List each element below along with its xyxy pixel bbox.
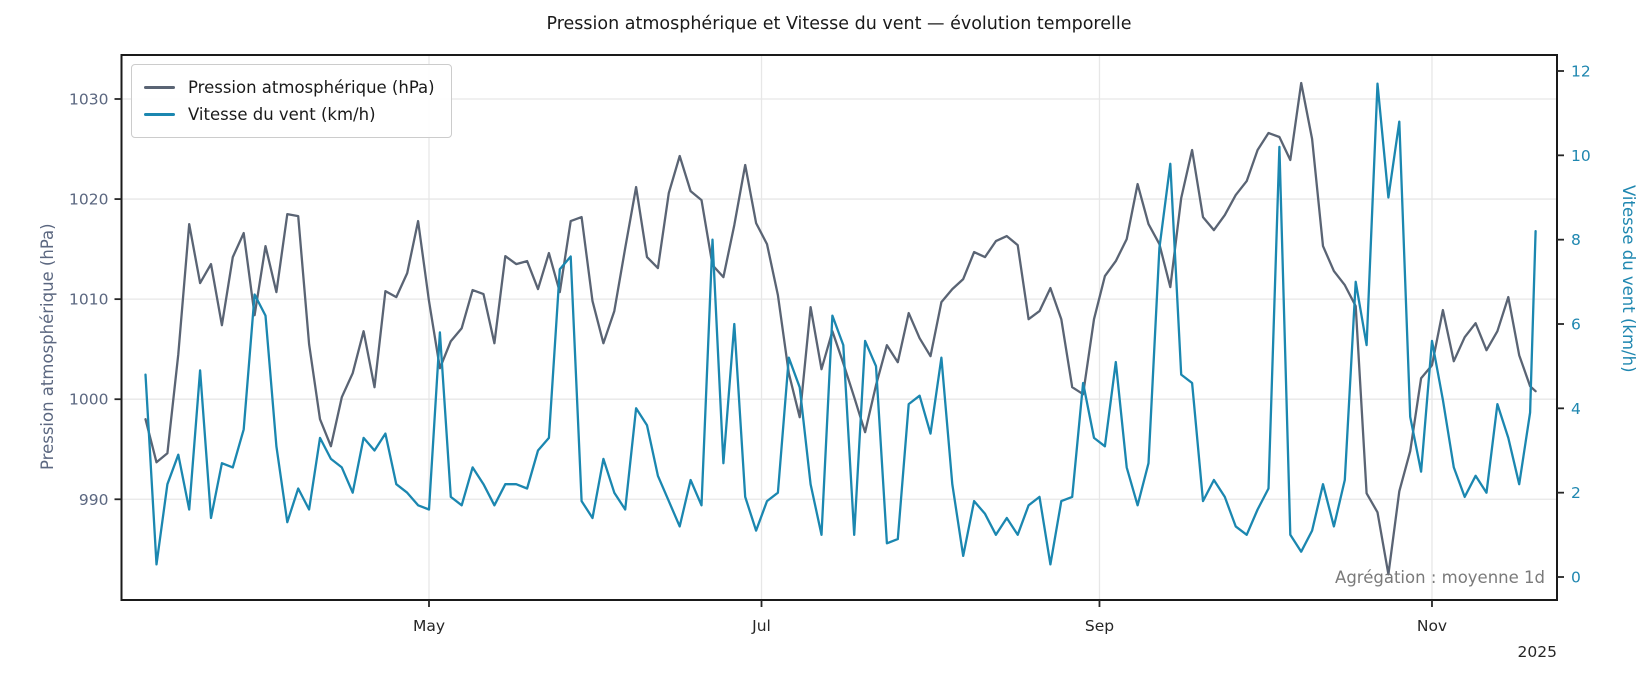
y-right-tick-label: 8	[1571, 231, 1581, 249]
y-left-tick-label: 990	[79, 491, 109, 509]
legend-item-pressure: Pression atmosphérique (hPa)	[144, 74, 435, 101]
x-tick-label: May	[413, 617, 445, 635]
plot-border	[120, 54, 1558, 601]
y-right-tick-label: 2	[1571, 484, 1581, 502]
y-left-tick-label: 1010	[69, 291, 108, 309]
wind-line-swatch	[144, 112, 175, 117]
y-axis-label-pressure: Pression atmosphérique (hPa)	[38, 223, 57, 470]
y-right-tick-label: 0	[1571, 569, 1581, 587]
y-left-tick-label: 1020	[69, 191, 108, 209]
x-tick-label: Nov	[1417, 617, 1447, 635]
chart-title: Pression atmosphérique et Vitesse du ven…	[546, 14, 1132, 34]
x-tick-label: Jul	[751, 617, 771, 635]
y-right-tick-label: 12	[1571, 63, 1591, 81]
y-axis-label-wind: Vitesse du vent (km/h)	[1619, 185, 1638, 373]
y-left-tick-label: 1030	[69, 91, 108, 109]
y-right-tick-label: 4	[1571, 400, 1581, 418]
pressure-line-swatch	[144, 85, 175, 90]
legend-label-pressure: Pression atmosphérique (hPa)	[188, 78, 435, 97]
legend-label-wind: Vitesse du vent (km/h)	[188, 105, 376, 124]
legend-item-wind: Vitesse du vent (km/h)	[144, 101, 435, 128]
legend: Pression atmosphérique (hPa) Vitesse du …	[131, 64, 452, 138]
y-right-tick-label: 10	[1571, 147, 1591, 165]
x-axis-year-label: 2025	[1517, 643, 1557, 661]
x-tick-label: Sep	[1085, 617, 1114, 635]
aggregation-annotation: Agrégation : moyenne 1d	[1335, 568, 1545, 587]
wind-series-line	[144, 82, 1537, 566]
y-left-tick-label: 1000	[69, 391, 108, 409]
y-right-tick-label: 6	[1571, 316, 1581, 334]
